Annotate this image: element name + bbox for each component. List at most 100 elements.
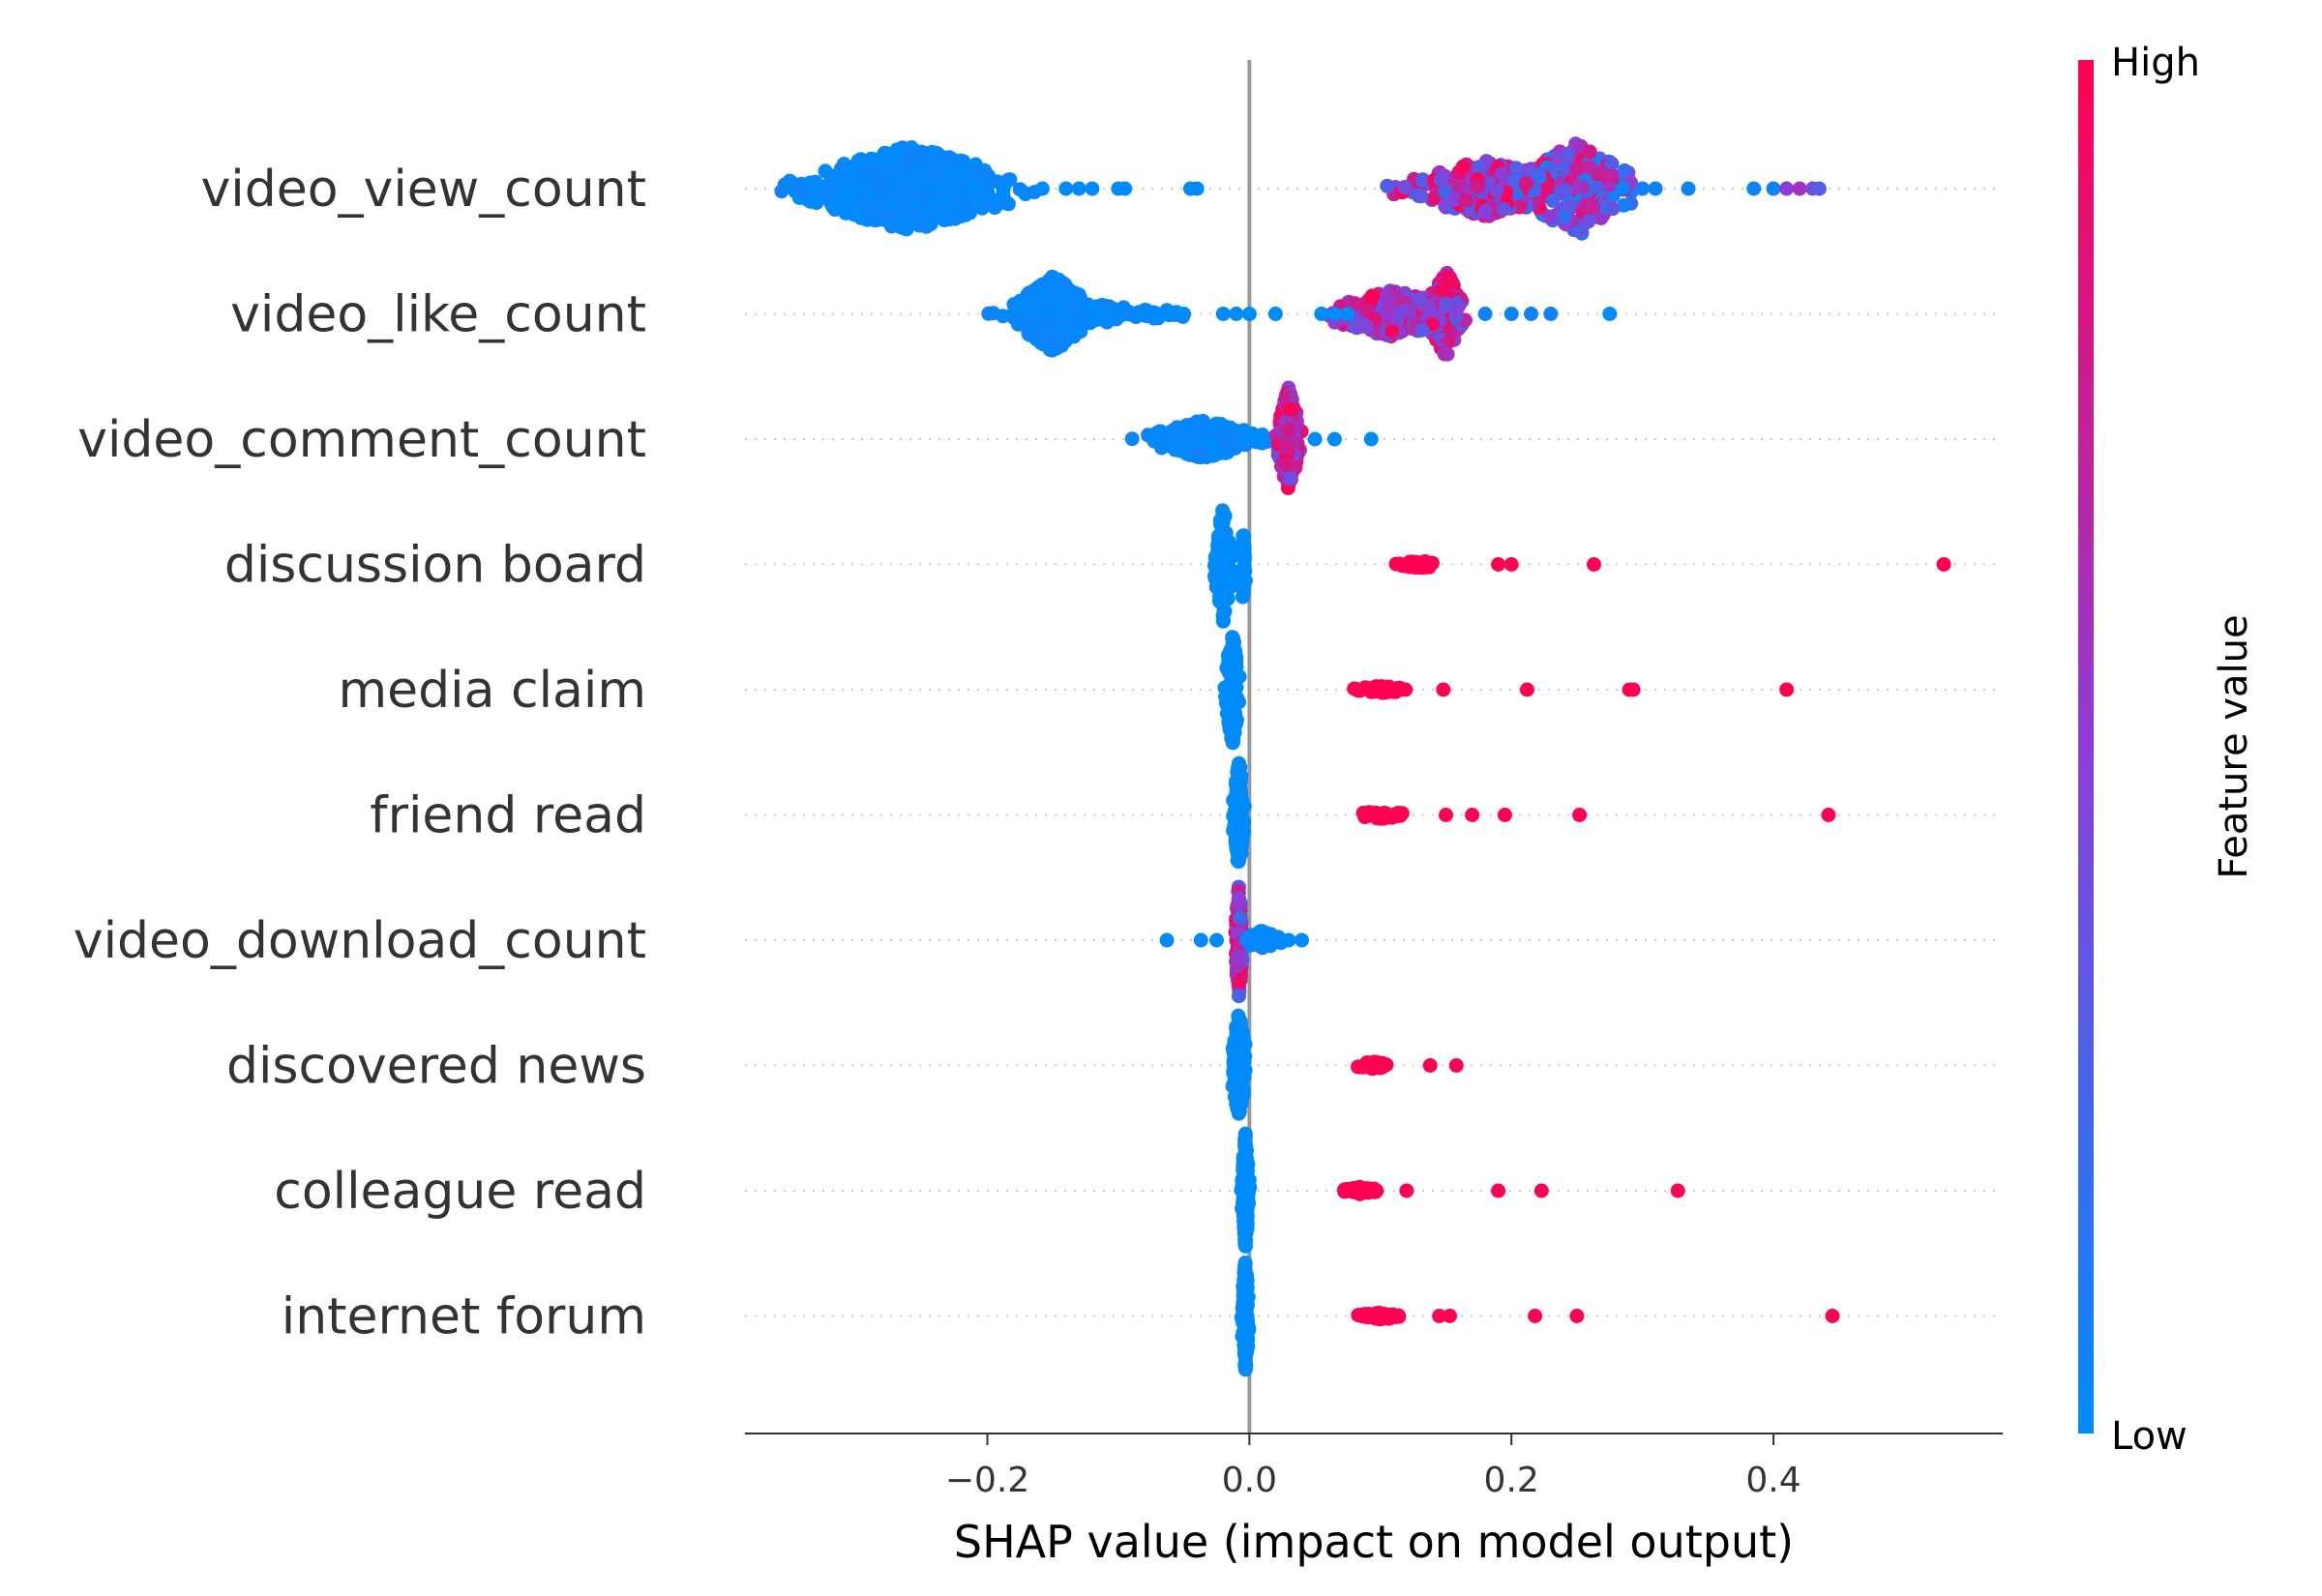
shap-point (1051, 304, 1066, 319)
feature-label: video_download_count (74, 912, 646, 970)
shap-point (1035, 327, 1051, 342)
shap-point (1238, 1265, 1254, 1281)
shap-point (1371, 1309, 1386, 1323)
shap-point (1825, 1309, 1840, 1323)
shap-point (968, 182, 983, 197)
x-ticks: −0.2 0.0 0.2 0.4 (945, 1433, 1801, 1500)
shap-point (1443, 1309, 1457, 1323)
shap-point (851, 178, 867, 193)
shap-point (866, 205, 881, 221)
shap-point (1231, 851, 1246, 867)
shap-point (1236, 1299, 1252, 1315)
shap-point (1779, 682, 1795, 697)
shap-point (913, 144, 929, 160)
shap-point (1188, 425, 1203, 440)
shap-point (1746, 181, 1762, 196)
feature-label: video_comment_count (77, 411, 646, 469)
shap-point (1465, 808, 1480, 822)
shap-point (1056, 287, 1071, 302)
shap-point (1558, 183, 1573, 198)
shap-point (1380, 288, 1394, 304)
shap-point (1209, 932, 1224, 948)
shap-point (986, 306, 1001, 321)
shap-point (1215, 613, 1231, 629)
shap-point (1455, 159, 1471, 174)
shap-point (1231, 1052, 1245, 1068)
shap-point (917, 189, 933, 203)
shap-point (1223, 700, 1238, 716)
shap-point (1512, 199, 1527, 215)
shap-point (1231, 975, 1246, 990)
shap-point (1367, 1184, 1383, 1199)
shap-point (1282, 401, 1297, 417)
shap-point (926, 166, 941, 182)
shap-point (1071, 181, 1087, 196)
shap-point (1102, 308, 1117, 322)
shap-point (1159, 932, 1175, 948)
shap-point (1190, 446, 1206, 461)
shap-point (1397, 180, 1413, 194)
shap-point (1432, 1309, 1447, 1323)
shap-point (1376, 806, 1391, 821)
shap-point (1524, 307, 1538, 321)
shap-point (1582, 144, 1597, 160)
shap-point (1229, 307, 1244, 321)
shap-point (1283, 471, 1298, 487)
feature-label: media claim (339, 662, 647, 720)
shap-point (1381, 307, 1396, 322)
shap-point (774, 184, 789, 199)
shap-point (1231, 840, 1245, 855)
shap-point (1237, 1132, 1253, 1147)
shap-point (1497, 201, 1511, 217)
shap-point (1581, 214, 1596, 229)
shap-point (1149, 425, 1165, 440)
colorbar-high-label: High (2111, 41, 2200, 85)
shap-point (1766, 181, 1781, 196)
shap-point (1019, 302, 1034, 317)
shap-point (1616, 197, 1631, 213)
shap-point (1477, 203, 1493, 219)
shap-point (1295, 932, 1309, 948)
shap-point (996, 183, 1011, 198)
shap-point (1209, 418, 1225, 433)
shap-point (1223, 684, 1238, 699)
shap-point (877, 212, 892, 227)
shap-point (1458, 192, 1474, 208)
shap-point (802, 175, 818, 191)
shap-point (1085, 303, 1100, 318)
colorbar-low-label: Low (2111, 1414, 2188, 1459)
shap-point (1448, 1058, 1464, 1073)
x-tick-label: −0.2 (945, 1461, 1029, 1500)
shap-point (876, 179, 891, 193)
shap-point (879, 151, 895, 165)
shap-point (1603, 168, 1619, 184)
shap-point (1075, 314, 1090, 330)
shap-point (1237, 1164, 1253, 1178)
shap-point (1604, 156, 1620, 171)
shap-point (890, 209, 906, 224)
shap-point (1238, 932, 1254, 948)
shap-point (1393, 305, 1409, 320)
shap-point (1545, 193, 1561, 208)
shap-point (1150, 307, 1166, 321)
shap-point (1230, 1101, 1245, 1116)
shap-point (1215, 307, 1231, 321)
shap-point (1399, 1183, 1414, 1198)
shap-point (1233, 759, 1248, 775)
shap-point (1380, 178, 1395, 193)
shap-point (1233, 812, 1248, 827)
shap-point (1124, 431, 1140, 447)
shap-point (1279, 458, 1295, 473)
shap-point (1681, 181, 1696, 196)
shap-point (1779, 181, 1795, 196)
shap-point (968, 165, 984, 181)
shap-point (1387, 1310, 1403, 1324)
shap-point (1442, 270, 1457, 285)
shap-point (1363, 431, 1379, 447)
shap-point (1615, 181, 1630, 196)
shap-point (1439, 808, 1453, 822)
shap-point (1235, 589, 1250, 605)
shap-point (1497, 808, 1512, 822)
shap-point (1557, 209, 1572, 224)
